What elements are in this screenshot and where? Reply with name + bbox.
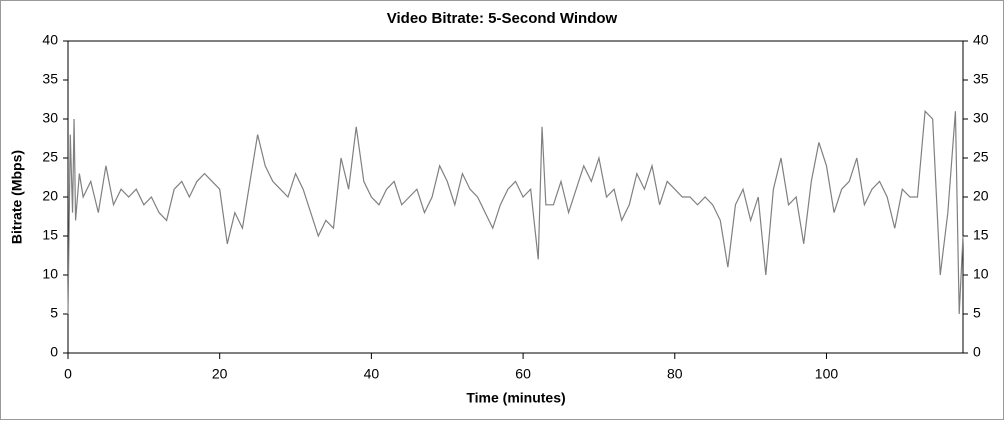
x-tick-label: 100 [815,366,839,382]
y2-tick-label: 5 [973,305,981,321]
y-tick-label: 0 [50,344,58,360]
data-line [67,109,964,315]
y-tick-label: 15 [42,227,58,243]
y-tick-label: 5 [50,305,58,321]
x-tick-label: 20 [212,366,228,382]
y2-tick-label: 0 [973,344,981,360]
y2-tick-label: 40 [973,32,989,48]
x-tick-label: 60 [515,366,531,382]
y-tick-label: 35 [42,71,58,87]
y2-tick-label: 35 [973,71,989,87]
x-tick-label: 80 [667,366,683,382]
x-axis-label: Time (minutes) [466,390,565,406]
x-tick-label: 0 [64,366,72,382]
y2-tick-label: 15 [973,227,989,243]
y-tick-label: 20 [42,188,58,204]
y2-tick-label: 30 [973,110,989,126]
chart-title: Video Bitrate: 5-Second Window [387,10,618,27]
y-tick-label: 40 [42,32,58,48]
y2-tick-label: 25 [973,149,989,165]
x-tick-label: 40 [364,366,380,382]
y-tick-label: 30 [42,110,58,126]
y2-tick-label: 20 [973,188,989,204]
y-tick-label: 25 [42,149,58,165]
y2-tick-label: 10 [973,266,989,282]
y-axis-label: Bitrate (Mbps) [9,150,25,244]
y-tick-label: 10 [42,266,58,282]
